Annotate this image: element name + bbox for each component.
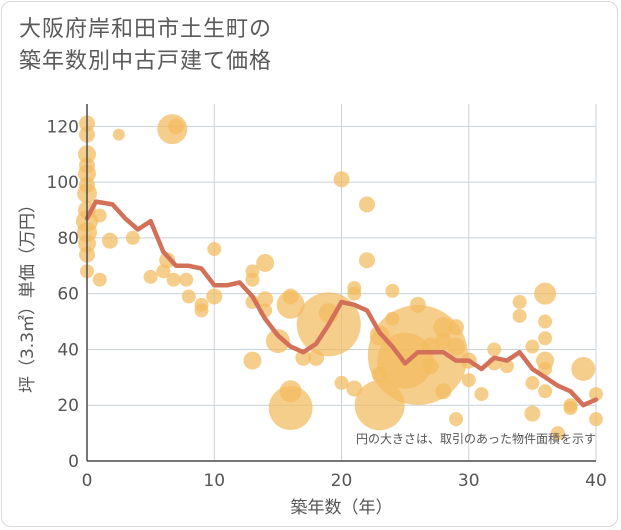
bubble-46 (333, 171, 350, 188)
bubble-28 (207, 242, 222, 257)
axes (86, 104, 596, 462)
bubble-82 (538, 331, 553, 346)
bubble-55 (385, 283, 400, 298)
y-tick-label-100: 100 (47, 173, 79, 193)
bubbles-layer (76, 114, 603, 441)
bubble-41 (268, 386, 313, 431)
bubble-63 (433, 317, 454, 338)
x-tick-label-20: 20 (331, 471, 353, 491)
bubble-51 (358, 196, 375, 213)
bubble-76 (512, 308, 527, 323)
bubble-14 (92, 272, 107, 287)
bubble-23 (166, 272, 181, 287)
y-tick-label-60: 60 (57, 285, 79, 305)
bubble-20 (159, 252, 176, 269)
bubble-47 (334, 375, 349, 390)
chart-title-line-2: 築年数別中古戸建て価格 (19, 49, 273, 74)
bubble-31 (245, 272, 260, 287)
chart-title-line-1: 大阪府岸和田市土生町の (19, 17, 273, 42)
x-tick-label-40: 40 (585, 471, 607, 491)
bubble-37 (265, 329, 290, 354)
bubble-22 (157, 114, 188, 145)
bubble-60 (409, 296, 426, 313)
y-tick-label-80: 80 (57, 229, 79, 249)
bubble-89 (571, 356, 596, 381)
bubble-17 (125, 230, 140, 245)
bubble-75 (512, 295, 527, 310)
bubble-52 (358, 252, 375, 269)
bubble-36 (243, 351, 262, 370)
trend-layer (84, 199, 599, 408)
bubble-16 (101, 232, 118, 249)
y-tick-label-0: 0 (68, 452, 79, 472)
x-axis-label: 築年数（年） (291, 498, 393, 518)
bubble-74 (499, 359, 514, 374)
bubble-68 (449, 412, 464, 427)
bubble-33 (256, 253, 275, 272)
bubble-80 (534, 282, 557, 305)
bubble-71 (474, 387, 489, 402)
bubble-81 (538, 314, 553, 329)
bubble-78 (525, 375, 540, 390)
y-tick-label-20: 20 (57, 396, 79, 416)
bubble-66 (448, 319, 465, 336)
bubble-65 (435, 383, 452, 400)
bubble-72 (487, 342, 502, 357)
bubble-39 (276, 290, 305, 319)
bubble-24 (179, 272, 194, 287)
y-axis-label: 坪（3.3㎡）単価（万円） (18, 196, 38, 393)
bubble-25 (181, 289, 196, 304)
size-note: 円の大きさは、取引のあった物件面積を示す (356, 431, 596, 446)
bubble-91 (589, 412, 603, 427)
x-tick-label-0: 0 (82, 471, 93, 491)
bubble-90 (589, 387, 603, 402)
trend-line (84, 199, 599, 408)
bubble-77 (525, 339, 540, 354)
bubble-13 (92, 208, 107, 223)
x-tick-label-30: 30 (458, 471, 480, 491)
bubble-79 (524, 405, 541, 422)
y-tick-label-120: 120 (47, 117, 79, 137)
bubble-18 (143, 269, 158, 284)
grid-lines (87, 104, 597, 461)
bubble-49 (347, 286, 362, 301)
bubble-70 (461, 373, 476, 388)
bubble-29 (206, 288, 223, 305)
bubble-27 (194, 303, 209, 318)
bubble-67 (447, 337, 466, 356)
chart-title: 大阪府岸和田市土生町の 築年数別中古戸建て価格 (19, 14, 272, 78)
bubble-85 (538, 384, 553, 399)
x-tick-label-10: 10 (203, 471, 225, 491)
tick-labels: 0 10 20 30 40 0 20 40 60 80 100 120 (47, 117, 607, 491)
bubble-15 (112, 128, 125, 141)
bubble-62 (422, 358, 439, 375)
bubble-42 (295, 349, 312, 366)
y-tick-label-40: 40 (57, 340, 79, 360)
bubble-86 (550, 426, 565, 441)
bubble-88 (563, 401, 578, 416)
bubble-34 (257, 291, 274, 308)
